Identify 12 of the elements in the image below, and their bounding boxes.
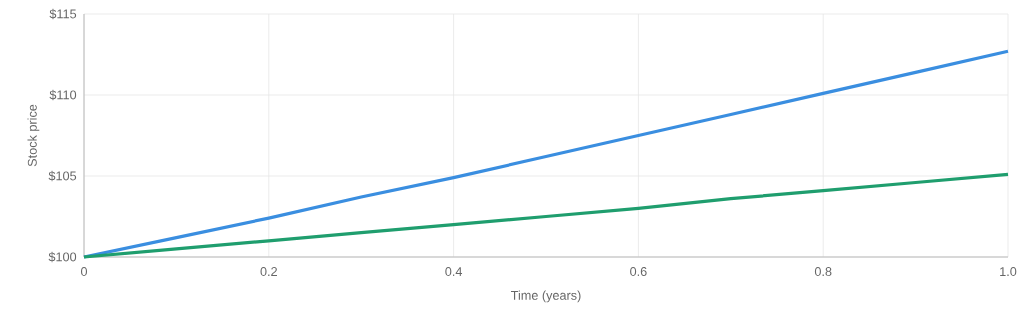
- y-tick-label: $115: [49, 8, 77, 20]
- x-axis-title: Time (years): [511, 290, 581, 303]
- x-tick-label: 1.0: [1000, 267, 1017, 277]
- y-tick-label: $105: [48, 170, 77, 182]
- y-tick-label: $110: [49, 89, 77, 101]
- x-tick-label: 0.8: [814, 267, 832, 277]
- y-tick-label: $100: [48, 251, 77, 263]
- x-tick-label: 0.6: [630, 267, 647, 277]
- y-axis-title: Stock price: [27, 104, 40, 167]
- x-tick-label: 0.4: [445, 267, 463, 277]
- x-tick-label: 0.2: [260, 267, 277, 277]
- x-tick-label: 0: [80, 267, 88, 277]
